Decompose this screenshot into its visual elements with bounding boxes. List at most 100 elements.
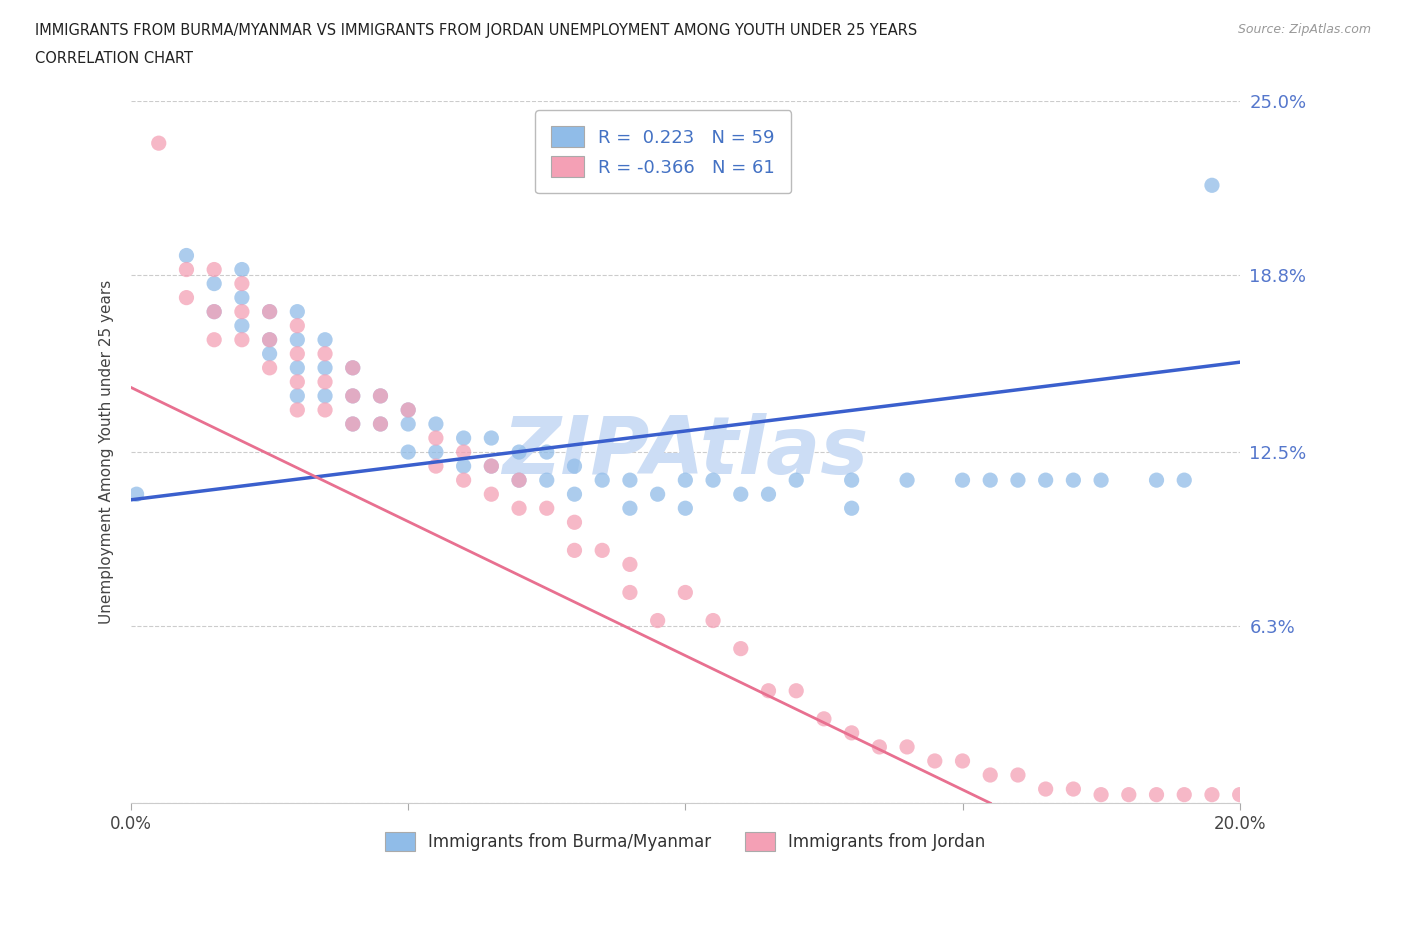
Point — [370, 417, 392, 432]
Point — [536, 472, 558, 487]
Point — [231, 276, 253, 291]
Point — [1146, 472, 1168, 487]
Point — [536, 500, 558, 515]
Point — [285, 375, 308, 390]
Point — [202, 332, 225, 347]
Point — [619, 585, 641, 600]
Point — [176, 248, 198, 263]
Point — [425, 417, 447, 432]
Point — [259, 332, 281, 347]
Point — [591, 472, 613, 487]
Point — [1062, 472, 1084, 487]
Point — [619, 472, 641, 487]
Point — [508, 445, 530, 459]
Point — [202, 276, 225, 291]
Point — [730, 486, 752, 501]
Point — [231, 262, 253, 277]
Point — [841, 472, 863, 487]
Point — [730, 641, 752, 656]
Point — [841, 500, 863, 515]
Point — [370, 417, 392, 432]
Point — [259, 361, 281, 376]
Point — [841, 725, 863, 740]
Point — [202, 304, 225, 319]
Point — [259, 332, 281, 347]
Point — [1035, 781, 1057, 796]
Point — [425, 445, 447, 459]
Point — [1090, 472, 1112, 487]
Point — [479, 458, 502, 473]
Point — [1201, 178, 1223, 193]
Point — [370, 389, 392, 404]
Point — [231, 304, 253, 319]
Point — [1007, 472, 1029, 487]
Point — [1173, 472, 1195, 487]
Point — [453, 472, 475, 487]
Point — [813, 711, 835, 726]
Point — [647, 613, 669, 628]
Point — [285, 389, 308, 404]
Point — [479, 431, 502, 445]
Point — [1118, 787, 1140, 802]
Point — [259, 346, 281, 361]
Point — [285, 346, 308, 361]
Point — [868, 739, 890, 754]
Point — [508, 472, 530, 487]
Point — [673, 472, 696, 487]
Point — [285, 361, 308, 376]
Point — [924, 753, 946, 768]
Point — [314, 346, 336, 361]
Point — [259, 304, 281, 319]
Point — [314, 332, 336, 347]
Point — [1146, 787, 1168, 802]
Point — [1090, 787, 1112, 802]
Point — [396, 403, 419, 418]
Point — [564, 458, 586, 473]
Point — [647, 486, 669, 501]
Point — [952, 472, 974, 487]
Point — [342, 389, 364, 404]
Point — [1201, 787, 1223, 802]
Point — [342, 417, 364, 432]
Point — [479, 486, 502, 501]
Point — [979, 767, 1001, 782]
Point — [176, 262, 198, 277]
Point — [702, 613, 724, 628]
Point — [1229, 787, 1251, 802]
Point — [619, 557, 641, 572]
Point — [702, 472, 724, 487]
Point — [285, 332, 308, 347]
Point — [508, 472, 530, 487]
Point — [231, 290, 253, 305]
Point — [342, 417, 364, 432]
Point — [1062, 781, 1084, 796]
Text: IMMIGRANTS FROM BURMA/MYANMAR VS IMMIGRANTS FROM JORDAN UNEMPLOYMENT AMONG YOUTH: IMMIGRANTS FROM BURMA/MYANMAR VS IMMIGRA… — [35, 23, 917, 38]
Point — [673, 585, 696, 600]
Point — [896, 739, 918, 754]
Point — [259, 304, 281, 319]
Text: Source: ZipAtlas.com: Source: ZipAtlas.com — [1237, 23, 1371, 36]
Point — [314, 375, 336, 390]
Point — [342, 389, 364, 404]
Point — [148, 136, 170, 151]
Point — [285, 403, 308, 418]
Point — [396, 403, 419, 418]
Point — [619, 500, 641, 515]
Point — [1007, 767, 1029, 782]
Point — [564, 486, 586, 501]
Point — [536, 445, 558, 459]
Point — [785, 472, 807, 487]
Point — [202, 304, 225, 319]
Point — [479, 458, 502, 473]
Point — [425, 458, 447, 473]
Y-axis label: Unemployment Among Youth under 25 years: Unemployment Among Youth under 25 years — [100, 280, 114, 624]
Point — [453, 458, 475, 473]
Point — [314, 361, 336, 376]
Point — [425, 431, 447, 445]
Point — [342, 361, 364, 376]
Point — [1173, 787, 1195, 802]
Point — [285, 318, 308, 333]
Point — [673, 500, 696, 515]
Point — [125, 486, 148, 501]
Point — [1035, 472, 1057, 487]
